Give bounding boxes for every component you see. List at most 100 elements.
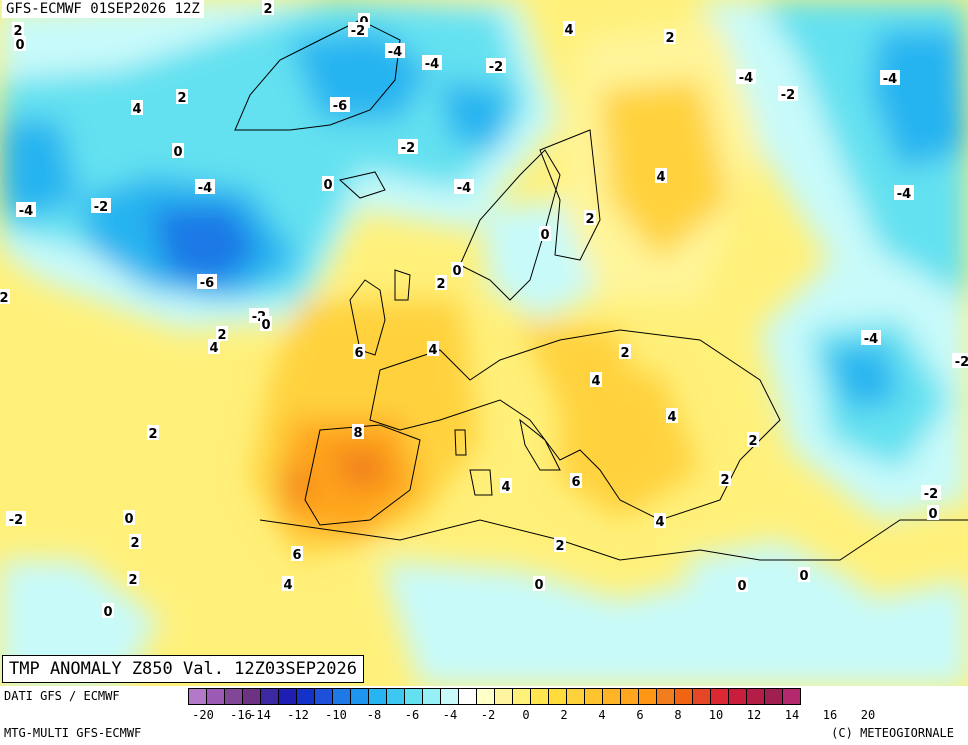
contour-label-bg — [570, 473, 582, 488]
scale-swatch — [224, 688, 243, 705]
contour-label: 2 — [0, 289, 10, 306]
anomaly-region — [560, 370, 700, 520]
contour-label-bg — [719, 471, 731, 486]
scale-swatch — [548, 688, 567, 705]
anomaly-region — [480, 200, 600, 320]
coastline — [519, 418, 561, 471]
scale-swatch — [602, 688, 621, 705]
contour-label-bg — [880, 70, 900, 85]
contour-value: 4 — [564, 23, 573, 38]
contour-value: 0 — [452, 264, 461, 279]
model-run-header: GFS-ECMWF 01SEP2026 12Z — [2, 0, 204, 18]
contour-label-bg — [197, 274, 217, 289]
contour-value: 2 — [620, 346, 629, 361]
contour-value: 2 — [263, 2, 272, 17]
scale-swatch — [206, 688, 225, 705]
contour-label: -2 — [778, 86, 798, 103]
contour-label-bg — [921, 485, 941, 500]
scale-tick-label: -12 — [287, 708, 309, 722]
contour-label-bg — [654, 513, 666, 528]
contour-label-bg — [147, 425, 159, 440]
contour-value: 4 — [501, 480, 510, 495]
coastline — [454, 429, 467, 456]
contour-label: -2 — [921, 485, 941, 502]
contour-label: -2 — [952, 353, 968, 370]
scale-swatch — [260, 688, 279, 705]
contour-label: -4 — [385, 43, 405, 60]
scale-swatch — [422, 688, 441, 705]
scale-tick-label: -4 — [442, 708, 458, 722]
contour-label-bg — [172, 143, 184, 158]
contour-value: 2 — [555, 539, 564, 554]
contour-label-bg — [123, 510, 135, 525]
contour-value: 4 — [428, 343, 437, 358]
contour-label-bg — [422, 55, 442, 70]
contour-label: 2 — [584, 210, 596, 227]
contour-label-bg — [894, 185, 914, 200]
contour-value: -4 — [425, 57, 439, 72]
scale-tick-label: -2 — [480, 708, 496, 722]
scale-swatch — [332, 688, 351, 705]
contour-label-bg — [539, 226, 551, 241]
contour-label-bg — [131, 100, 143, 115]
contour-label: 6 — [291, 546, 303, 563]
scale-swatch — [782, 688, 801, 705]
contour-label-bg — [486, 58, 506, 73]
contour-label: 2 — [619, 344, 631, 361]
contour-value: 2 — [720, 473, 729, 488]
scale-tick-label: -20 — [192, 708, 214, 722]
scale-tick-label: 20 — [860, 708, 876, 722]
scale-swatch — [584, 688, 603, 705]
coastline — [338, 171, 386, 199]
scale-swatch — [188, 688, 207, 705]
contour-label: 0 — [260, 316, 272, 333]
contour-label: 0 — [798, 567, 810, 584]
contour-label-bg — [260, 316, 272, 331]
temperature-anomaly-map: 2020-242-4-4-2-4-4-242-60-24-40-4-4-4-22… — [0, 0, 968, 686]
contour-value: 6 — [354, 346, 363, 361]
contour-label: 0 — [539, 226, 551, 243]
contour-label: -4 — [16, 202, 36, 219]
color-scale-ticks: -20 -16 -14 -12 -10 -8 -6 -4 -2 0 2 4 6 8 10 12 14 16 20 — [188, 708, 968, 722]
contour-label: 2 — [147, 425, 159, 442]
scale-swatch — [566, 688, 585, 705]
contour-value: 6 — [571, 475, 580, 490]
contour-value: 4 — [209, 341, 218, 356]
contour-label-bg — [216, 326, 228, 341]
coastline — [469, 469, 493, 496]
contour-label: -4 — [422, 55, 442, 72]
contour-label: -4 — [195, 179, 215, 196]
scale-swatch — [278, 688, 297, 705]
scale-tick-label: 2 — [560, 708, 568, 722]
scale-swatch — [476, 688, 495, 705]
scale-swatch — [746, 688, 765, 705]
contour-label-bg — [584, 210, 596, 225]
anomaly-region — [280, 470, 310, 500]
contour-value: 6 — [292, 548, 301, 563]
contour-value: -2 — [351, 24, 365, 39]
coastline — [394, 269, 411, 301]
contour-label: 2 — [262, 0, 274, 17]
anomaly-region — [150, 205, 260, 285]
scale-swatch — [350, 688, 369, 705]
contour-label: 2 — [129, 534, 141, 551]
contour-value: -4 — [198, 181, 212, 196]
contour-value: 2 — [13, 24, 22, 39]
contour-value: 4 — [655, 515, 664, 530]
contour-label-bg — [282, 576, 294, 591]
contour-label: -4 — [894, 185, 914, 202]
map-title: TMP ANOMALY Z850 Val. 12Z03SEP2026 — [2, 655, 364, 683]
scale-tick-label: -8 — [366, 708, 382, 722]
contour-label-bg — [563, 21, 575, 36]
contour-value: 2 — [130, 536, 139, 551]
contour-value: -4 — [457, 181, 471, 196]
contour-value: 0 — [261, 318, 270, 333]
contour-label-bg — [195, 179, 215, 194]
contour-value: 4 — [132, 102, 141, 117]
scale-tick-label: 14 — [784, 708, 800, 722]
contour-label: 0 — [172, 143, 184, 160]
scale-swatch — [404, 688, 423, 705]
contour-label-bg — [861, 330, 881, 345]
contour-value: -2 — [781, 88, 795, 103]
contour-label: 2 — [719, 471, 731, 488]
